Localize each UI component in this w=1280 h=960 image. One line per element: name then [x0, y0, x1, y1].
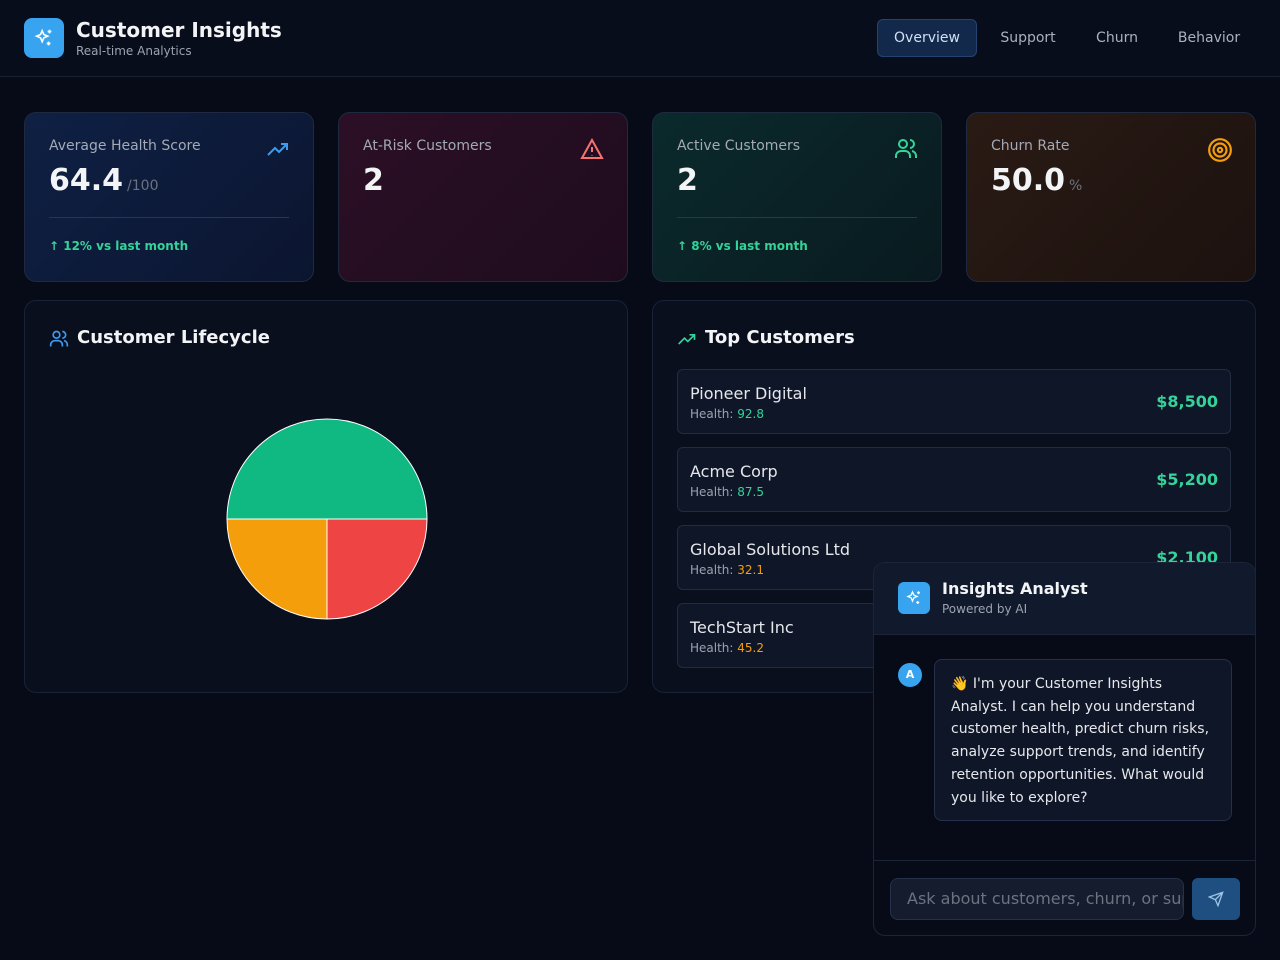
value: 2 — [677, 163, 698, 198]
customer-health: Health: 92.8 — [690, 407, 764, 421]
stat-card: Churn Rate 50.0% — [966, 112, 1256, 282]
stat-change: ↑ 12% vs last month — [49, 239, 189, 253]
chat-message: 👋 I'm your Customer Insights Analyst. I … — [934, 659, 1232, 821]
customer-name: Global Solutions Ltd — [690, 540, 851, 559]
customer-name: Pioneer Digital — [690, 384, 807, 403]
nav-tab[interactable]: Support — [1000, 30, 1056, 46]
health-value: 45.2 — [737, 641, 764, 655]
header: Customer Insights Real-time Analytics Ov… — [0, 0, 1280, 77]
app-subtitle: Real-time Analytics — [76, 44, 192, 58]
stat-change: ↑ 8% vs last month — [677, 239, 808, 253]
logo — [24, 18, 64, 58]
health-label: Health: — [690, 485, 734, 499]
value: 64.4 — [49, 163, 124, 198]
nav-tab[interactable]: Overview — [877, 19, 977, 57]
chat-subtitle: Powered by AI — [942, 602, 1028, 616]
divider — [677, 217, 917, 218]
stat-value: 64.4/100 — [49, 163, 158, 198]
avatar: A — [898, 663, 922, 687]
lifecycle-panel: Customer Lifecycle — [24, 300, 628, 693]
health-label: Health: — [690, 641, 734, 655]
stat-label: At-Risk Customers — [363, 138, 492, 154]
stat-card: Active Customers 2 ↑ 8% vs last month — [652, 112, 942, 282]
pie-chart — [226, 418, 428, 620]
health-label: Health: — [690, 563, 734, 577]
divider — [49, 217, 289, 218]
stat-card: At-Risk Customers 2 — [338, 112, 628, 282]
stat-label: Active Customers — [677, 138, 801, 154]
customer-name: TechStart Inc — [690, 618, 794, 637]
health-value: 32.1 — [737, 563, 764, 577]
unit: /100 — [127, 178, 159, 194]
customer-health: Health: 45.2 — [690, 641, 764, 655]
chat-header: Insights Analyst Powered by AI — [874, 563, 1255, 635]
customer-amount: $5,200 — [1156, 470, 1218, 489]
chat-icon — [898, 582, 930, 614]
chat-title: Insights Analyst — [942, 579, 1088, 598]
chat-panel: Insights Analyst Powered by AI A 👋 I'm y… — [873, 562, 1256, 936]
customer-row: Pioneer Digital Health: 92.8 $8,500 — [677, 369, 1231, 434]
stat-card: Average Health Score 64.4/100 ↑ 12% vs l… — [24, 112, 314, 282]
value: 50.0 — [991, 163, 1066, 198]
send-button[interactable] — [1192, 878, 1240, 920]
customer-health: Health: 87.5 — [690, 485, 764, 499]
health-value: 87.5 — [737, 485, 764, 499]
customer-row: Acme Corp Health: 87.5 $5,200 — [677, 447, 1231, 512]
stat-label: Churn Rate — [991, 138, 1070, 154]
nav-tab[interactable]: Churn — [1096, 30, 1138, 46]
pie-slice — [326, 518, 428, 620]
pie-slice — [226, 418, 428, 520]
health-label: Health: — [690, 407, 734, 421]
stat-value: 2 — [363, 163, 384, 198]
health-value: 92.8 — [737, 407, 764, 421]
customer-amount: $8,500 — [1156, 392, 1218, 411]
panel-title: Customer Lifecycle — [77, 327, 270, 348]
chat-input[interactable]: Ask about customers, churn, or support..… — [890, 878, 1184, 920]
stat-value: 2 — [677, 163, 698, 198]
unit: % — [1069, 178, 1083, 194]
nav-tab[interactable]: Behavior — [1177, 30, 1241, 46]
divider — [874, 860, 1255, 861]
value: 2 — [363, 163, 384, 198]
customer-health: Health: 32.1 — [690, 563, 764, 577]
pie-slice — [226, 518, 328, 620]
panel-title: Top Customers — [705, 327, 855, 348]
app-title: Customer Insights — [76, 18, 282, 42]
stat-label: Average Health Score — [49, 138, 201, 154]
customer-name: Acme Corp — [690, 462, 778, 481]
stat-value: 50.0% — [991, 163, 1082, 198]
